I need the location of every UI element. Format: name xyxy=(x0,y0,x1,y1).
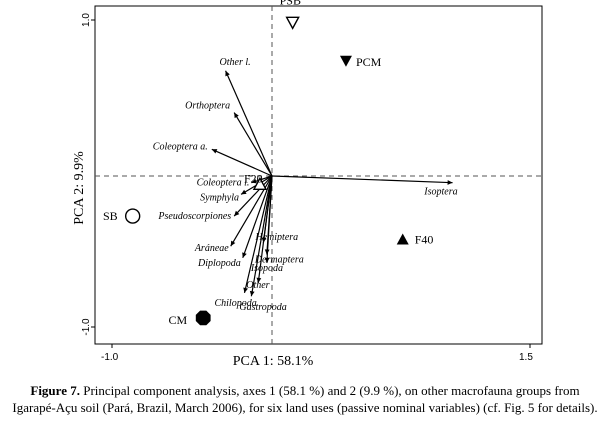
x-tick-label: -1.0 xyxy=(101,352,119,363)
site-label-f40: F40 xyxy=(415,232,434,246)
caption-text: Principal component analysis, axes 1 (58… xyxy=(12,383,598,415)
arrowhead-isopoda xyxy=(264,257,270,263)
arrowhead-gastropoda xyxy=(249,290,255,297)
plot-frame xyxy=(94,5,543,345)
caption-label: Figure 7. xyxy=(30,383,80,398)
site-marker-f20 xyxy=(252,176,268,191)
y-axis-label: PCA 2: 9.9% xyxy=(72,151,87,225)
site-marker-f40 xyxy=(396,233,409,245)
variable-label-hemiptera: Hemiptera xyxy=(254,232,298,243)
site-label-psb: PSB xyxy=(280,0,301,7)
x-tick-label: 1.5 xyxy=(519,352,533,363)
site-label-sb: SB xyxy=(103,209,118,223)
variable-label-gastropoda: Gastropoda xyxy=(239,302,286,313)
arrowhead-dermaptera xyxy=(264,249,270,255)
site-label-pcm: PCM xyxy=(356,55,382,69)
arrow-diplopoda xyxy=(242,175,273,259)
arrowhead-other xyxy=(256,277,262,283)
arrowhead-chilopoda xyxy=(243,287,248,293)
site-marker-psb xyxy=(285,16,300,30)
variable-label-coleoptera-a: Coleoptera a. xyxy=(153,141,208,152)
arrow-orthoptera xyxy=(233,112,273,177)
arrow-gastropoda xyxy=(250,175,273,297)
arrow-chilopoda xyxy=(243,175,273,294)
site-label-cm: CM xyxy=(169,313,188,327)
arrow-isoptera xyxy=(271,175,453,184)
arrowhead-pseudoscorpiones xyxy=(234,210,240,217)
arrow-coleoptera-a xyxy=(211,148,273,177)
arrow-other-l xyxy=(225,70,273,177)
figure-caption: Figure 7. Principal component analysis, … xyxy=(8,382,602,416)
variable-label-diplopoda: Diplopoda xyxy=(197,258,241,269)
arrowhead-symphyla xyxy=(241,189,247,195)
variable-label-araneae: Aráneae xyxy=(194,243,229,254)
site-marker-cm xyxy=(195,310,211,326)
variable-label-orthoptera: Orthoptera xyxy=(185,101,230,112)
variable-label-other: Other xyxy=(246,280,269,291)
arrowhead-araneae xyxy=(230,240,236,247)
arrowhead-other-l xyxy=(225,70,230,77)
y-tick-label: 1.0 xyxy=(81,13,92,27)
variable-label-chilopoda: Chilopoda xyxy=(214,298,256,309)
pca-biplot: -1.0 1.5 -1.0 1.0 Isoptera Other l. Orthopter… xyxy=(72,0,543,369)
variable-label-coleoptera-l: Coleoptera l. xyxy=(197,178,250,189)
variable-label-pseudoscorpiones: Pseudoscorpiones xyxy=(157,211,231,222)
arrow-other xyxy=(257,175,273,283)
arrowhead-diplopoda xyxy=(242,252,247,258)
arrowhead-coleoptera-a xyxy=(211,149,218,154)
arrowhead-isoptera xyxy=(447,180,453,185)
y-tick-label: -1.0 xyxy=(81,318,92,336)
site-marker-sb xyxy=(124,208,141,224)
variable-label-dermaptera: Dermaptera xyxy=(254,254,304,265)
variable-label-isopoda: Isopoda xyxy=(250,263,283,274)
variable-label-other-l: Other l. xyxy=(220,57,251,68)
x-axis-label: PCA 1: 58.1% xyxy=(233,354,314,369)
site-label-f20: F20 xyxy=(244,171,263,185)
variable-label-isoptera: Isoptera xyxy=(423,187,457,198)
arrow-dermaptera xyxy=(266,175,273,255)
variable-label-symphyla: Symphyla xyxy=(200,192,239,203)
arrowhead-coleoptera-l xyxy=(251,178,257,184)
arrow-pseudoscorpiones xyxy=(233,175,273,217)
arrowhead-orthoptera xyxy=(234,112,239,119)
site-marker-pcm xyxy=(339,55,352,67)
